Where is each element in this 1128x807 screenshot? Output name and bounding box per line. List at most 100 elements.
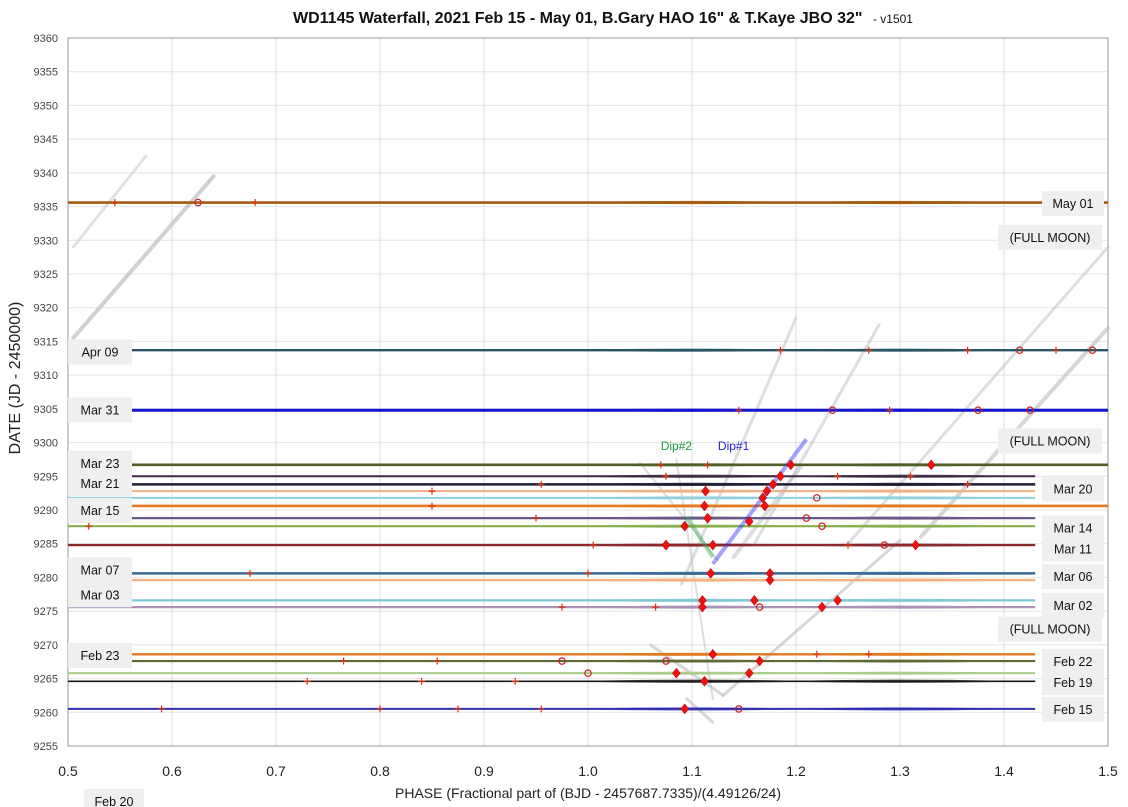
full-moon-label: (FULL MOON) — [1010, 623, 1091, 637]
dip-diamond-marker — [708, 648, 718, 660]
x-tick-label: 0.9 — [474, 763, 494, 779]
open-circle-marker — [662, 657, 670, 665]
svg-text:WD1145 Waterfall, 2021 Feb 15: WD1145 Waterfall, 2021 Feb 15 - May 01, … — [293, 10, 913, 27]
x-tick-label: 0.8 — [370, 763, 390, 779]
dip-diamond-marker — [776, 470, 785, 482]
date-label-right: Mar 11 — [1054, 542, 1092, 556]
dip-diamond-marker — [680, 520, 690, 532]
y-tick-label: 9305 — [34, 404, 58, 416]
date-label-right: Mar 14 — [1054, 522, 1093, 536]
y-tick-label: 9260 — [34, 707, 58, 719]
dip-diamond-marker — [765, 574, 775, 586]
trend-line — [752, 323, 881, 546]
dip-diamond-marker — [911, 539, 920, 551]
dip-diamond-marker — [786, 459, 796, 471]
dip-diamond-marker — [744, 516, 754, 527]
plus-marker — [813, 650, 821, 658]
x-tick-label: 0.6 — [162, 763, 182, 779]
open-circle-marker — [880, 541, 889, 549]
plus-marker — [662, 472, 670, 480]
bottom-date-label-box — [84, 789, 144, 807]
date-label-right-box — [1042, 476, 1104, 502]
plus-marker — [532, 514, 540, 522]
plus-marker — [844, 541, 852, 549]
dip-diamond-marker — [833, 594, 842, 606]
plus-marker — [906, 472, 914, 480]
open-circle-marker — [1026, 406, 1034, 415]
date-label-left: Mar 31 — [81, 404, 120, 418]
open-circle-marker — [558, 657, 566, 665]
dip-diamond-marker — [762, 485, 772, 497]
y-tick-label: 9330 — [34, 235, 58, 247]
plus-marker — [865, 650, 873, 658]
date-label-left-box — [68, 642, 132, 668]
open-circle-marker — [1088, 346, 1097, 354]
trend-line — [731, 464, 804, 560]
plus-marker — [428, 502, 436, 510]
open-circle-marker — [194, 198, 202, 207]
open-circle-marker — [818, 522, 826, 530]
series-envelope — [587, 496, 1005, 500]
date-label-left-box — [68, 498, 132, 523]
dip-diamond-marker — [701, 485, 710, 497]
y-tick-label: 9340 — [34, 168, 58, 180]
date-label-left-box — [68, 339, 132, 365]
date-label-left: Mar 07 — [81, 563, 120, 577]
date-label-left: Apr 09 — [82, 346, 119, 360]
date-label-left-box — [68, 557, 132, 583]
date-label-right: Mar 20 — [1054, 482, 1093, 496]
date-label-left: Mar 15 — [81, 504, 120, 518]
plus-marker — [454, 705, 462, 713]
date-label-right: Feb 22 — [1054, 655, 1093, 669]
bottom-date-label: Feb 20 — [95, 795, 134, 807]
date-label-right-box — [1042, 593, 1104, 619]
y-tick-label: 9350 — [34, 100, 58, 112]
date-label-right: Mar 02 — [1054, 599, 1093, 613]
date-label-right-box — [1042, 649, 1104, 675]
dip-diamond-marker — [926, 459, 936, 471]
dip-diamond-marker — [750, 594, 759, 606]
series-envelope — [587, 474, 1005, 478]
y-tick-label: 9275 — [34, 606, 58, 618]
series-envelope — [587, 659, 1005, 663]
series-envelope — [587, 605, 1005, 609]
plus-marker — [537, 480, 545, 488]
grid — [67, 37, 1109, 747]
dip-diamond-marker — [698, 601, 707, 613]
dip-diamond-marker — [680, 703, 690, 715]
y-tick-label: 9265 — [34, 674, 58, 686]
plus-marker — [776, 346, 784, 354]
x-axis-label: PHASE (Fractional part of (BJD - 2457687… — [395, 785, 781, 801]
series-envelope — [587, 504, 1005, 508]
series-envelope — [587, 482, 1005, 486]
x-tick-label: 1.4 — [994, 763, 1014, 779]
y-tick-label: 9360 — [34, 33, 58, 45]
plus-marker — [735, 406, 743, 414]
plus-marker — [418, 677, 426, 685]
open-circle-marker — [584, 669, 592, 677]
dip-diamond-marker — [755, 655, 764, 667]
series-envelope — [587, 707, 1005, 711]
plus-marker — [340, 657, 348, 665]
series-envelope — [587, 598, 1005, 602]
series-envelope — [587, 516, 1005, 520]
series-envelope — [587, 671, 1005, 675]
y-tick-label: 9335 — [34, 202, 58, 214]
plus-marker — [834, 472, 842, 480]
y-tick-label: 9280 — [34, 572, 58, 584]
date-label-left-box — [68, 471, 132, 497]
plus-marker — [246, 569, 254, 577]
plus-marker — [584, 569, 592, 577]
date-label-left: Mar 23 — [81, 457, 120, 471]
dip-diamond-marker — [700, 675, 709, 687]
y-tick-label: 9325 — [34, 269, 58, 281]
plus-marker — [303, 677, 311, 685]
open-circle-marker — [734, 705, 743, 713]
data-markers — [85, 198, 1097, 715]
x-tick-label: 1.1 — [682, 763, 702, 779]
dip-diamond-marker — [661, 539, 671, 551]
series-envelope — [587, 571, 1005, 575]
full-moon-label: (FULL MOON) — [1010, 435, 1091, 449]
dip2-fit-line — [685, 515, 715, 559]
